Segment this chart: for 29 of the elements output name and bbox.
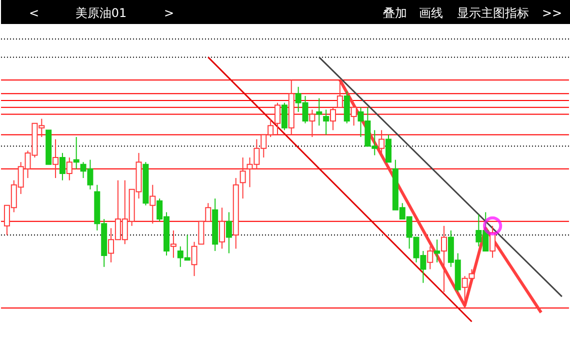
candlestick	[52, 138, 59, 179]
candlestick	[316, 98, 322, 126]
candlestick	[219, 207, 226, 250]
text: <	[28, 6, 40, 20]
text: >>	[542, 6, 562, 20]
candlestick	[330, 106, 336, 131]
candlestick	[191, 241, 198, 277]
candlestick	[170, 230, 176, 258]
candlestick	[73, 136, 80, 170]
candlestick	[440, 225, 447, 292]
candlestick	[59, 152, 66, 181]
candlestick	[66, 157, 72, 181]
candlestick	[281, 102, 288, 131]
candlestick	[378, 130, 385, 154]
candlestick	[309, 109, 316, 138]
text: >	[164, 6, 174, 20]
candlestick	[240, 157, 246, 200]
text: 显示主图指标	[457, 6, 529, 20]
chart-title: 美原油01	[75, 6, 127, 20]
text: 画线	[419, 6, 443, 20]
candlestick	[434, 239, 440, 263]
candlestick	[323, 109, 330, 136]
candlestick	[274, 102, 281, 136]
candlestick	[150, 184, 156, 224]
candlestick	[386, 134, 392, 163]
candlestick	[427, 246, 434, 270]
candlestick	[350, 104, 357, 126]
text: 叠加	[383, 6, 407, 20]
candlestick	[226, 212, 232, 254]
